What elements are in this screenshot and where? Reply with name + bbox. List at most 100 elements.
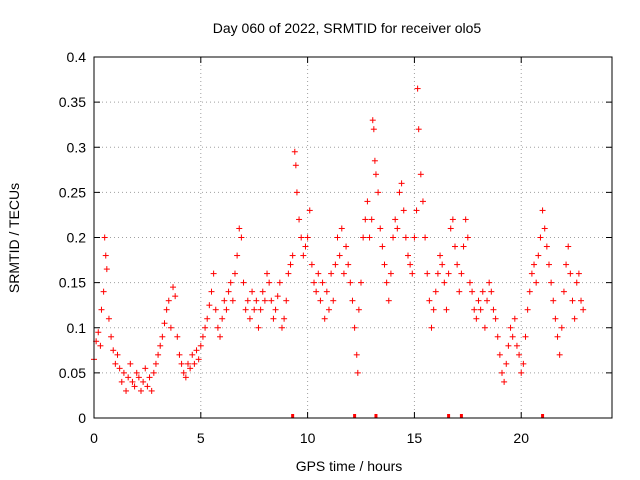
data-point [360,234,367,241]
data-point [560,288,567,295]
data-point [321,315,328,322]
data-point [306,207,313,214]
data-point [417,171,424,178]
data-point [443,306,450,313]
data-point [354,369,361,376]
data-point [197,342,204,349]
data-point [261,297,268,304]
data-point [385,297,392,304]
data-point [407,261,414,268]
data-point [163,306,170,313]
data-point [195,356,202,363]
data-point [184,360,191,367]
data-point [319,279,326,286]
data-point [227,279,234,286]
data-point [466,279,473,286]
data-point [133,369,140,376]
data-point [415,126,422,133]
data-point [281,315,288,322]
data-point [477,306,484,313]
data-point [524,306,531,313]
data-point [539,207,546,214]
data-point [255,324,262,331]
data-point [545,261,552,268]
data-point [501,378,508,385]
data-point [343,243,350,250]
y-tick-label: 0.4 [67,49,87,65]
data-point [366,234,373,241]
data-point [353,351,360,358]
data-point [140,378,147,385]
data-point [100,288,107,295]
data-point [246,315,253,322]
data-point [531,261,538,268]
x-axis-label: GPS time / hours [296,458,403,474]
data-point [580,306,587,313]
data-point [159,333,166,340]
data-point [522,333,529,340]
data-point [537,234,544,241]
data-point [123,387,130,394]
grid-lines [94,57,612,418]
data-point [259,288,266,295]
data-point [411,234,418,241]
data-point [528,270,535,277]
data-point [300,252,307,259]
data-point [208,288,215,295]
y-axis-label: SRMTID / TECUs [6,183,22,293]
data-point [349,297,356,304]
data-point [191,360,198,367]
data-point [578,297,585,304]
data-point [270,315,277,322]
data-point [187,365,194,372]
axis-ticks [93,56,612,419]
x-tick-label: 10 [300,430,316,446]
data-point [507,324,514,331]
data-point [289,252,296,259]
data-point [217,333,224,340]
data-point [571,315,578,322]
data-point [541,225,548,232]
data-point [471,306,478,313]
data-point [509,333,516,340]
y-tick-label: 0 [78,410,86,426]
data-point [428,324,435,331]
data-point [441,279,448,286]
data-point [432,288,439,295]
data-point [298,234,305,241]
data-point [146,374,153,381]
data-point [422,234,429,241]
rug-marks [291,414,545,418]
data-point [456,288,463,295]
data-point [550,297,557,304]
data-point [225,288,232,295]
data-point [315,270,322,277]
data-point [370,126,377,133]
data-point [340,270,347,277]
data-point [325,306,332,313]
data-point [276,279,283,286]
data-point [240,279,247,286]
data-point [199,333,206,340]
tick-labels: 0 0.05 0.1 0.15 0.2 0.25 0.3 0.35 0.4 0 5 10 15 20 [59,49,529,446]
data-point [481,324,488,331]
data-point [554,333,561,340]
data-point [178,360,185,367]
data-point [266,279,273,286]
data-point [308,261,315,268]
data-point [345,261,352,268]
data-point [144,383,151,390]
data-point [381,261,388,268]
data-point [330,297,337,304]
data-point [292,162,299,169]
data-point [214,324,221,331]
data-point [272,306,279,313]
data-point [336,252,343,259]
data-point [157,342,164,349]
data-point [379,243,386,250]
data-point [513,342,520,349]
data-point [405,252,412,259]
y-tick-label: 0.15 [59,275,86,291]
data-point [202,324,209,331]
data-point [127,360,134,367]
